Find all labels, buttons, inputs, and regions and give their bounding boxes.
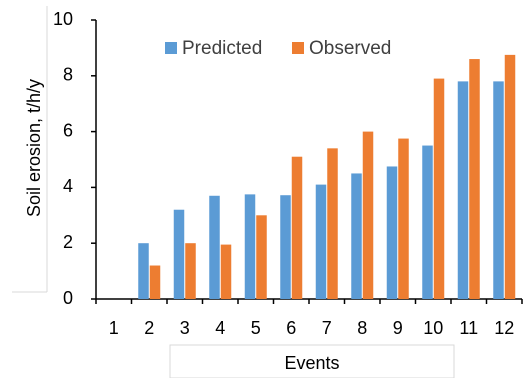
x-tick-label: 7 [322,318,332,338]
x-tick-label: 4 [215,318,225,338]
bar-predicted-event-10 [422,145,433,299]
xlabel-frame [169,344,455,378]
bar-observed-event-2 [149,265,161,299]
bars-group [138,54,516,300]
bar-observed-event-9 [398,138,409,299]
x-tick-label: 12 [494,318,514,338]
y-axis-title: Soil erosion, t/h/y [24,79,44,217]
x-tick-label: 1 [109,318,119,338]
bar-observed-event-10 [433,78,445,299]
legend-label-observed: Observed [309,38,391,59]
bar-predicted-event-4 [209,195,220,299]
x-ticks-group: 1 2 3 4 5 6 7 8 9 10 11 12 [95,299,523,338]
x-tick-label: 3 [180,318,190,338]
x-tick-label: 2 [144,318,154,338]
bar-predicted-event-11 [457,81,469,299]
bar-observed-event-3 [185,243,196,299]
bar-predicted-event-2 [138,243,149,299]
legend-swatch-predicted [165,42,177,54]
y-tick-label: 0 [63,288,73,308]
x-tick-label: 9 [393,318,403,338]
y-tick-label: 10 [53,9,73,29]
x-axis-title: Events [284,353,339,373]
legend-swatch-observed [292,42,304,54]
y-tick-label: 8 [63,65,73,85]
bar-predicted-event-6 [280,195,291,299]
bar-predicted-event-8 [351,173,362,299]
bar-predicted-event-5 [244,194,256,299]
bar-predicted-event-7 [315,184,327,299]
x-tick-label: 11 [459,318,478,338]
y-tick-label: 4 [63,176,73,196]
x-tick-label: 8 [357,318,367,338]
y-ticks-group: 0 2 4 6 8 10 [53,9,96,308]
bar-observed-event-8 [362,131,374,299]
y-tick-label: 2 [63,232,73,252]
x-tick-label: 5 [251,318,261,338]
bar-observed-event-11 [469,59,480,300]
bar-observed-event-4 [220,244,232,299]
legend: Predicted Observed [165,38,391,59]
bar-predicted-event-3 [173,209,185,299]
bar-observed-event-5 [256,215,267,299]
x-tick-label: 10 [423,318,443,338]
bar-observed-event-6 [291,156,303,299]
bar-observed-event-12 [504,54,516,299]
y-tick-label: 6 [63,120,73,140]
bar-predicted-event-12 [493,81,504,299]
x-tick-label: 6 [286,318,296,338]
bar-predicted-event-9 [386,166,398,299]
legend-label-predicted: Predicted [182,38,262,59]
bar-observed-event-7 [327,148,338,299]
